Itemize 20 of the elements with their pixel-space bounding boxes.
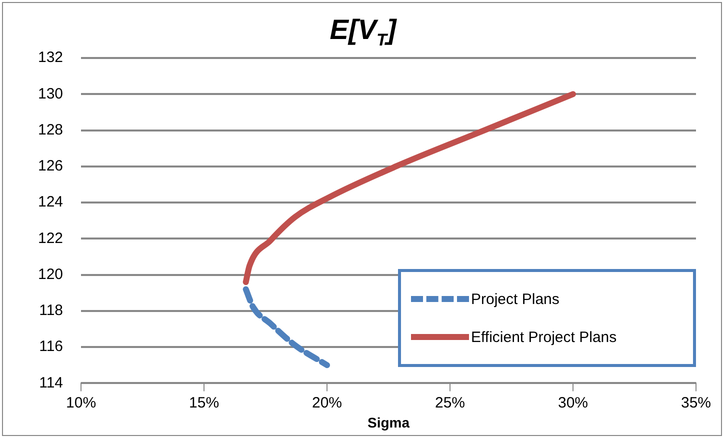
y-tick-label: 114 <box>39 374 64 392</box>
legend-label: Project Plans <box>471 290 560 308</box>
x-tick-label: 10% <box>66 394 96 412</box>
chart-title: E[V$_{T}$] <box>328 14 398 51</box>
y-tick-label: 122 <box>38 230 64 247</box>
y-tick-label: 130 <box>38 85 64 102</box>
y-tick-label: 128 <box>38 121 64 138</box>
y-tick-label: 118 <box>39 302 64 320</box>
y-tick-label: 116 <box>39 338 64 356</box>
y-tick-label: 126 <box>38 158 64 175</box>
y-tick-label: 132 <box>38 49 64 66</box>
y-tick-label: 120 <box>38 266 64 283</box>
x-tick-label: 15% <box>189 394 220 412</box>
x-axis-title: Sigma <box>368 414 410 430</box>
x-tick-label: 30% <box>558 394 588 412</box>
legend-label: Efficient Project Plans <box>471 328 617 346</box>
y-tick-label: 124 <box>38 194 64 211</box>
x-tick-label: 25% <box>434 394 466 412</box>
x-tick-label: 20% <box>312 394 342 412</box>
x-tick-label: 35% <box>680 394 712 412</box>
